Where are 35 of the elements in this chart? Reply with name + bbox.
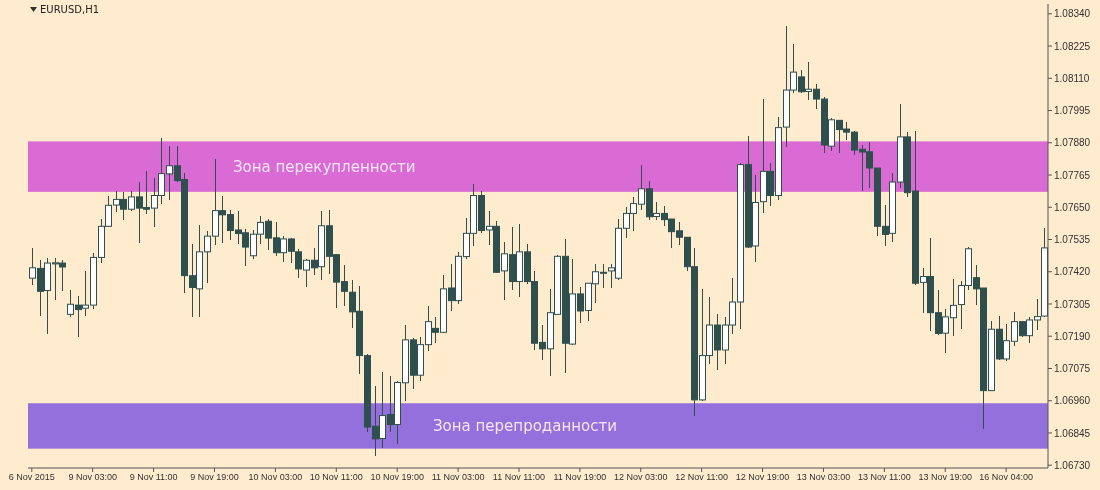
y-tick-label: 1.08110 bbox=[1054, 72, 1090, 84]
y-tick-label: 1.07305 bbox=[1054, 298, 1091, 310]
band-label: Зона перепроданности bbox=[433, 416, 617, 435]
y-tick-label: 1.07075 bbox=[1054, 363, 1091, 375]
x-tick-label: 9 Nov 11:00 bbox=[129, 472, 178, 483]
y-tick-label: 1.07995 bbox=[1054, 105, 1091, 117]
y-tick-label: 1.07880 bbox=[1054, 137, 1091, 149]
x-tick-label: 12 Nov 19:00 bbox=[735, 472, 790, 483]
x-tick-label: 12 Nov 11:00 bbox=[675, 472, 729, 483]
x-tick-label: 13 Nov 03:00 bbox=[796, 472, 851, 483]
y-tick-label: 1.07420 bbox=[1054, 266, 1091, 278]
x-tick-label: 6 Nov 2015 bbox=[8, 472, 55, 483]
y-tick-label: 1.08340 bbox=[1054, 8, 1091, 20]
y-tick-label: 1.07650 bbox=[1054, 201, 1091, 213]
x-tick-label: 10 Nov 03:00 bbox=[248, 472, 303, 483]
x-tick-label: 11 Nov 19:00 bbox=[553, 472, 607, 483]
x-tick-label: 13 Nov 11:00 bbox=[857, 472, 911, 483]
y-tick-label: 1.07765 bbox=[1054, 169, 1091, 181]
x-tick-label: 11 Nov 03:00 bbox=[431, 472, 485, 483]
band-label: Зона перекупленности bbox=[233, 157, 416, 176]
x-tick-label: 12 Nov 03:00 bbox=[613, 472, 668, 483]
x-tick-label: 9 Nov 03:00 bbox=[68, 472, 117, 483]
x-tick-label: 10 Nov 11:00 bbox=[309, 472, 363, 483]
y-tick-label: 1.08225 bbox=[1054, 40, 1091, 52]
y-tick-label: 1.06845 bbox=[1054, 427, 1091, 439]
y-tick-label: 1.07535 bbox=[1054, 234, 1091, 246]
x-tick-label: 9 Nov 19:00 bbox=[190, 472, 239, 483]
x-tick-label: 10 Nov 19:00 bbox=[370, 472, 424, 483]
chart-title: EURUSD,H1 bbox=[40, 4, 100, 15]
y-tick-label: 1.06960 bbox=[1054, 395, 1091, 407]
x-tick-label: 11 Nov 11:00 bbox=[492, 472, 546, 483]
x-tick-label: 16 Nov 04:00 bbox=[979, 472, 1033, 483]
x-tick-label: 13 Nov 19:00 bbox=[918, 472, 973, 483]
y-tick-label: 1.06730 bbox=[1054, 459, 1091, 471]
y-tick-label: 1.07190 bbox=[1054, 330, 1091, 342]
